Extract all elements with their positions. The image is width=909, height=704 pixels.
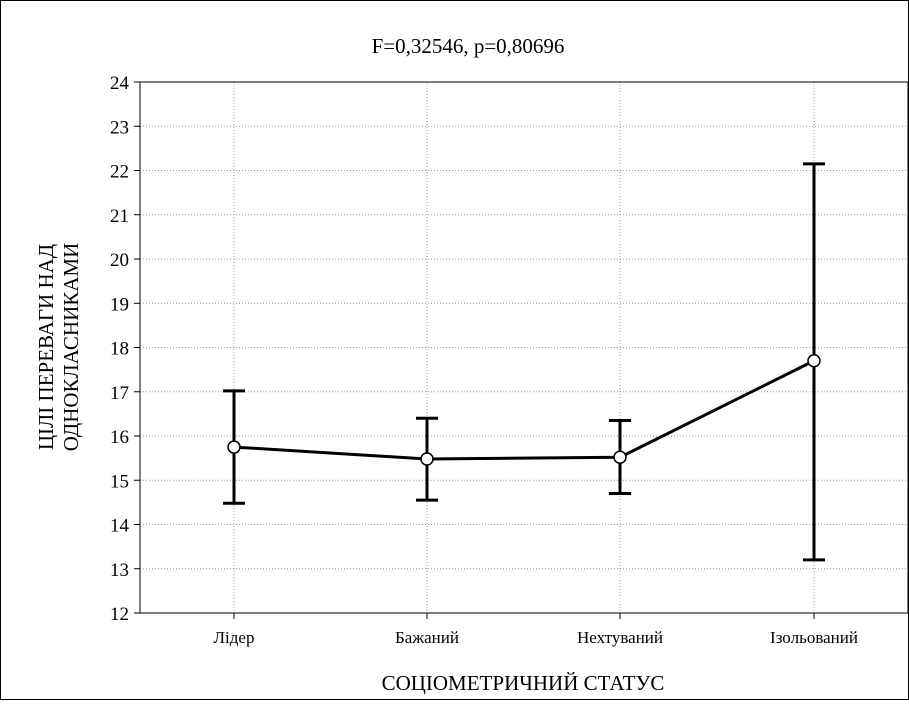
y-axis: 12 13 14 15 16 17 18 19 20 21 22 23 24 xyxy=(110,73,140,625)
y-tick-label: 21 xyxy=(110,206,129,227)
x-axis: Лідер Бажаний Нехтуваний Ізольований xyxy=(214,613,858,647)
y-tick-label: 12 xyxy=(110,604,129,625)
y-tick-label: 20 xyxy=(110,250,129,271)
x-tick-label: Ізольований xyxy=(770,628,858,647)
x-tick-label: Нехтуваний xyxy=(577,628,663,647)
x-tick-label: Бажаний xyxy=(395,628,459,647)
x-axis-label: СОЦІОМЕТРИЧНИЙ СТАТУС xyxy=(382,671,665,695)
y-tick-label: 13 xyxy=(110,560,129,581)
y-tick-label: 24 xyxy=(110,73,130,94)
gridlines xyxy=(140,82,908,613)
y-tick-label: 15 xyxy=(110,471,129,492)
mean-point xyxy=(807,354,821,368)
y-tick-label: 17 xyxy=(110,383,129,404)
mean-point xyxy=(613,450,627,464)
chart-title: F=0,32546, p=0,80696 xyxy=(372,34,565,58)
y-tick-label: 19 xyxy=(110,294,129,315)
error-bars xyxy=(223,162,825,562)
series-mean xyxy=(227,354,821,466)
y-tick-label: 18 xyxy=(110,339,129,360)
y-axis-label-line1: ЦІЛІ ПЕРЕВАГИ НАД xyxy=(34,244,58,450)
mean-point xyxy=(420,452,434,466)
y-tick-label: 16 xyxy=(110,427,129,448)
y-tick-label: 14 xyxy=(110,516,130,537)
y-axis-label-line2: ОДНОКЛАСНИКАМИ xyxy=(59,243,83,452)
x-tick-label: Лідер xyxy=(214,628,255,647)
y-tick-label: 23 xyxy=(110,117,129,138)
mean-point xyxy=(227,440,241,454)
mean-line xyxy=(233,359,815,461)
y-tick-label: 22 xyxy=(110,162,129,183)
